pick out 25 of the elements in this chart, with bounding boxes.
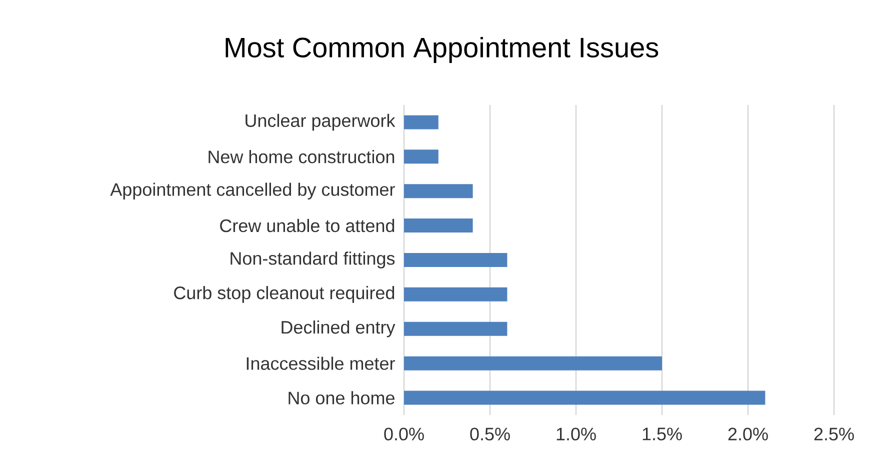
bar (404, 390, 766, 405)
bar (404, 150, 438, 164)
x-tick-label: 1.5% (642, 428, 682, 440)
x-tick-label: 2.0% (728, 428, 768, 440)
y-tick-label: Unclear paperwork (246, 114, 396, 131)
bar (404, 356, 662, 370)
bar (404, 287, 508, 302)
bar (404, 252, 508, 267)
y-tick-label: Curb stop cleanout required (174, 286, 394, 303)
bar (404, 322, 508, 336)
bar (404, 218, 473, 233)
x-tick-label: 2.5% (814, 428, 854, 440)
x-tick-label: 1.0% (556, 428, 596, 440)
y-tick-label: Declined entry (282, 320, 396, 338)
x-tick-label: 0.5% (470, 428, 510, 440)
y-tick-label: New home construction (208, 150, 394, 164)
y-tick-label: Crew unable to attend (220, 218, 394, 232)
x-tick-label: 0.0% (384, 428, 424, 440)
chart-title: Most Common Appointment Issues (226, 36, 658, 64)
y-tick-label: Inaccessible meter (246, 356, 395, 370)
bar (404, 115, 438, 130)
y-tick-label: No one home (288, 391, 394, 404)
bar (404, 184, 473, 198)
y-tick-label: Appointment cancelled by customer (110, 182, 395, 200)
y-tick-label: Non-standard fittings (230, 252, 395, 268)
